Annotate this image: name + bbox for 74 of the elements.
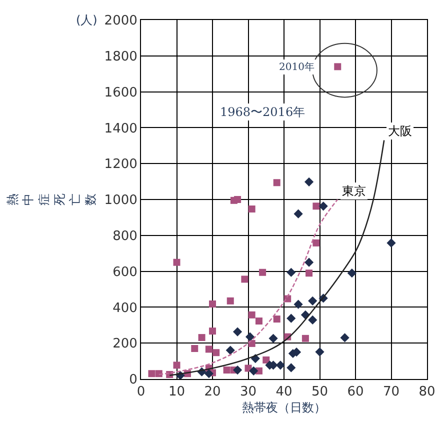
point bbox=[286, 268, 296, 277]
point bbox=[204, 369, 214, 378]
point bbox=[302, 334, 309, 342]
y-tick-label: 400 bbox=[112, 300, 138, 316]
point bbox=[276, 360, 285, 370]
point bbox=[245, 332, 255, 342]
x-tick-label: 60 bbox=[347, 384, 364, 400]
y-tick-label: 1800 bbox=[104, 49, 138, 64]
series-label: 東京 bbox=[342, 184, 366, 198]
y-tick-label: 2000 bbox=[104, 14, 138, 29]
point bbox=[312, 202, 320, 210]
x-tick-label: 20 bbox=[204, 384, 221, 400]
point bbox=[315, 347, 324, 356]
point bbox=[340, 333, 350, 342]
point bbox=[226, 297, 234, 304]
annotation: 2010年 bbox=[279, 61, 314, 73]
y-tick-label: 200 bbox=[112, 336, 138, 352]
point bbox=[294, 209, 303, 218]
point bbox=[232, 365, 242, 375]
point bbox=[205, 346, 212, 353]
point bbox=[308, 315, 318, 324]
point bbox=[347, 268, 356, 278]
point bbox=[198, 334, 206, 342]
point bbox=[248, 206, 256, 213]
x-tick-label: 40 bbox=[276, 384, 292, 400]
point bbox=[386, 238, 396, 248]
point bbox=[155, 370, 162, 378]
point bbox=[173, 362, 180, 369]
point bbox=[223, 366, 230, 374]
x-axis-title: 熱帯夜（日数） bbox=[242, 400, 326, 414]
y-tick-label: 1600 bbox=[104, 85, 138, 100]
point bbox=[191, 344, 198, 352]
x-tick-label: 70 bbox=[382, 384, 400, 400]
point bbox=[273, 179, 280, 186]
x-tick-label: 50 bbox=[311, 384, 328, 400]
y-axis-title: 熱中症死亡数 bbox=[6, 194, 98, 206]
point bbox=[294, 300, 303, 309]
y-tick-label: 0 bbox=[129, 372, 138, 388]
point bbox=[304, 177, 314, 186]
y-tick-label: 600 bbox=[112, 264, 138, 280]
x-tick-label: 10 bbox=[168, 384, 186, 400]
point bbox=[173, 258, 180, 266]
point bbox=[248, 311, 256, 318]
y-tick-label: 1200 bbox=[104, 157, 138, 172]
point bbox=[273, 316, 280, 323]
point bbox=[209, 300, 216, 308]
point bbox=[234, 196, 242, 203]
y-tick-label: 1400 bbox=[104, 121, 138, 136]
point bbox=[148, 370, 156, 378]
point bbox=[255, 318, 262, 325]
text: (人) bbox=[76, 13, 98, 27]
point bbox=[286, 314, 296, 323]
y-tick-label: 1000 bbox=[104, 193, 138, 208]
point bbox=[212, 349, 220, 356]
point bbox=[334, 63, 342, 70]
series-label: 大阪 bbox=[388, 124, 412, 138]
point bbox=[226, 346, 235, 355]
x-tick-label: 80 bbox=[418, 384, 436, 400]
point bbox=[306, 270, 313, 277]
point bbox=[232, 327, 242, 336]
point bbox=[262, 356, 270, 364]
point bbox=[241, 276, 248, 283]
point bbox=[312, 239, 320, 246]
point bbox=[259, 268, 266, 276]
point bbox=[249, 366, 258, 376]
point bbox=[304, 258, 314, 267]
point bbox=[268, 334, 278, 343]
x-tick-label: 30 bbox=[240, 384, 257, 400]
point bbox=[308, 296, 318, 306]
point bbox=[318, 202, 328, 211]
annotation: 1968〜2016年 bbox=[220, 105, 306, 119]
point bbox=[209, 328, 216, 335]
y-tick-label: 800 bbox=[112, 228, 138, 244]
point bbox=[286, 363, 296, 372]
